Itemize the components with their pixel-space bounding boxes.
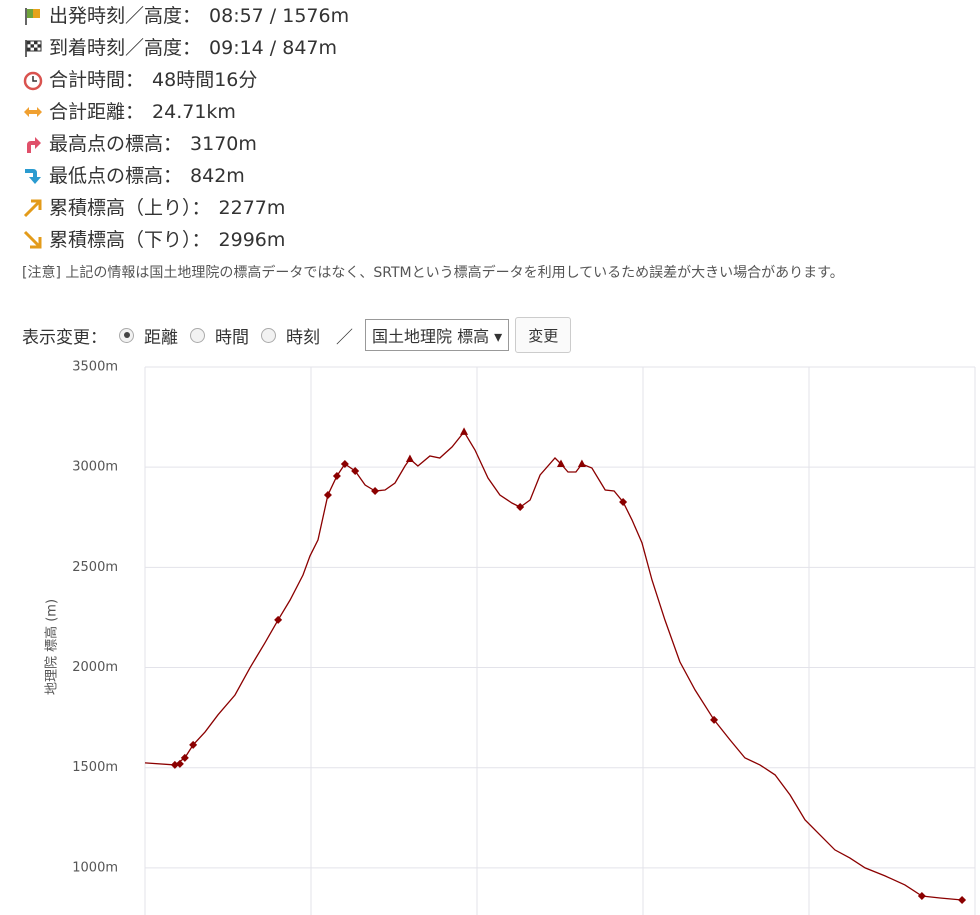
info-label: 合計距離： [49,101,145,123]
controls-label: 表示変更： [22,327,107,348]
line [144,430,963,901]
y-tick-label: 3500m [72,360,118,375]
info-row: 合計距離： 24.71km [22,99,236,125]
radio[interactable] [261,327,276,343]
info-value: 08:57 / 1576m [209,5,350,27]
info-row: 出発時刻／高度： 08:57 / 1576m [22,3,349,29]
up-icon [27,137,41,153]
info-value: 3170m [190,133,257,155]
info-label: 到着時刻／高度： [49,37,202,59]
radio-label[interactable]: 時間 [215,327,249,348]
info-value: 842m [190,165,245,187]
waypoint-marker [189,740,198,749]
info-row: 累積標高（下り）： 2996m [22,227,285,253]
note: [注意] 上記の情報は国土地理院の標高データではなく、SRTMという標高データを… [22,265,844,281]
info-label: 出発時刻／高度： [49,5,202,27]
info-row: 最高点の標高： 3170m [22,131,257,157]
ascent-icon [23,199,42,218]
info-row: 累積標高（上り）： 2277m [22,195,285,221]
waypoint-marker [577,459,586,467]
info-value: 48時間16分 [152,69,258,91]
waypoint-marker [516,503,525,512]
y-tick-label: 1500m [72,760,118,775]
flag-icon [25,8,40,25]
down-icon [25,169,41,184]
info-row: 到着時刻／高度： 09:14 / 847m [22,35,337,61]
info-label: 合計時間： [49,69,145,91]
info-value: 09:14 / 847m [209,37,338,59]
waypoint-marker [460,427,469,435]
separator: ／ [336,327,353,348]
y-tick-label: 3000m [72,460,118,475]
goal-icon [25,40,42,57]
y-tick-label: 2500m [72,560,118,575]
y-tick-label: 1000m [72,860,118,875]
distance-icon [24,107,42,117]
radio-label[interactable]: 時刻 [286,327,320,348]
info-value: 2996m [218,229,286,251]
waypoint-marker [710,715,719,724]
clock-icon [23,71,43,91]
waypoint-marker [180,753,189,762]
info-label: 最低点の標高： [49,165,183,187]
info-label: 累積標高（下り）： [49,229,211,251]
info-label: 累積標高（上り）： [49,197,211,219]
waypoint-marker [351,466,360,475]
waypoint-marker [619,498,628,507]
info-value: 2277m [218,197,286,219]
info-label: 最高点の標高： [49,133,183,155]
controls: 表示変更： 距離 時間 時刻 ／ 国土地理院 標高 ▾ 変更 [22,317,572,353]
waypoint-marker [332,471,341,480]
waypoint-marker [340,459,349,468]
button[interactable]: 変更 [515,317,572,353]
waypoint-marker [405,454,414,462]
waypoint-marker [917,891,926,900]
info-value: 24.71km [152,101,236,123]
waypoint-marker [274,615,283,624]
waypoint-marker [323,491,332,500]
waypoint-marker [958,895,967,904]
radio[interactable] [119,327,134,343]
chart: 地理院 標高 (m) 1000m 1500m 2000m 2500m 3000m 3500… [44,360,976,915]
waypoint-marker [371,487,380,496]
info-row: 最低点の標高： 842m [22,163,245,189]
info-row: 合計時間： 48時間16分 [22,67,257,93]
waypoint-marker [175,759,184,768]
y-tick-label: 2000m [72,660,118,675]
radio[interactable] [190,327,205,343]
waypoint-marker [556,459,565,467]
select[interactable]: 国土地理院 標高 ▾ [365,319,510,351]
y-axis-title: 地理院 標高 (m) [44,599,60,695]
radio-label[interactable]: 距離 [144,327,178,348]
descent-icon [23,230,42,249]
